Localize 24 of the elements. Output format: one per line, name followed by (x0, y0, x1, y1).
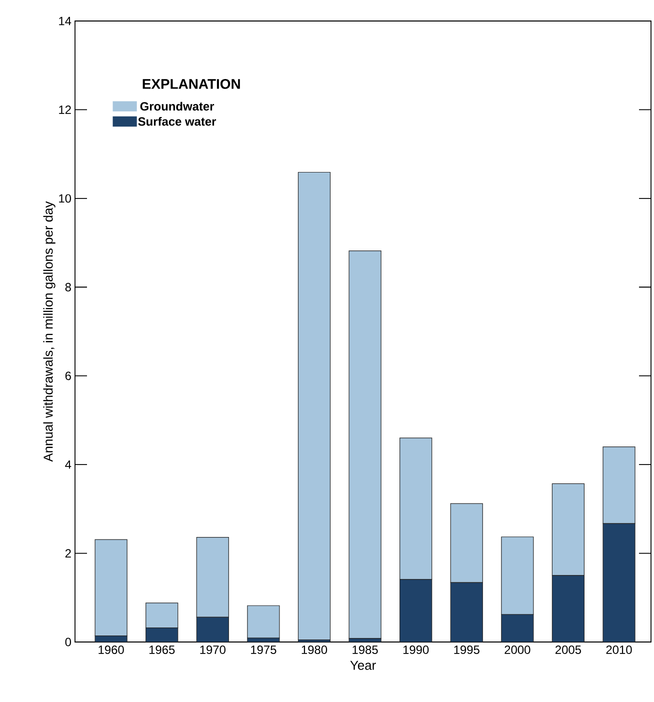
y-tick-label: 8 (65, 282, 71, 292)
y-tick-label: 4 (65, 460, 72, 469)
x-tick-label: 1975 (251, 646, 276, 654)
x-tick-label: 1990 (403, 646, 429, 654)
y-tick-label: 0 (65, 638, 72, 646)
legend-label: Groundwater (140, 102, 214, 111)
y-tick-label: 12 (59, 106, 71, 114)
y-tick-label: 14 (59, 16, 72, 26)
x-axis-title: Year (350, 660, 376, 670)
legend-label: Surface water (138, 116, 216, 126)
y-tick-label: 6 (65, 372, 71, 380)
x-tick-label: 1970 (200, 646, 226, 654)
y-tick-label: 10 (59, 194, 72, 203)
x-tick-label: 1965 (149, 646, 175, 654)
y-tick-label: 2 (65, 549, 71, 558)
x-tick-label: 2000 (504, 646, 530, 654)
y-axis-title: Annual withdrawals, in million gallons per day (43, 201, 56, 462)
legend-title: EXPLANATION (142, 79, 240, 89)
x-tick-label: 1980 (302, 646, 328, 654)
x-tick-label: 1985 (352, 646, 378, 654)
x-tick-label: 1960 (98, 646, 124, 654)
x-tick-label: 1995 (454, 646, 480, 654)
x-tick-label: 2010 (606, 646, 632, 654)
x-tick-label: 2005 (556, 646, 581, 654)
